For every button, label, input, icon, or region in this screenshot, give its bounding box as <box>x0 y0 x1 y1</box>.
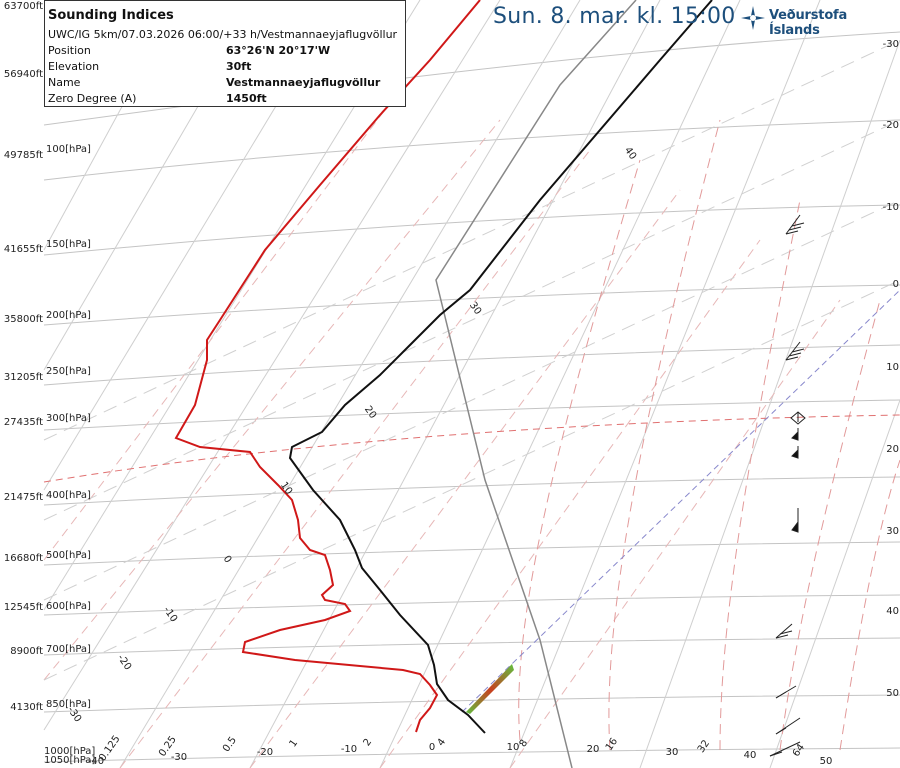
altitude-tick-label: 27435ft <box>4 417 43 428</box>
info-label-position: Position <box>48 44 91 57</box>
right-axis-tick-label: -20 <box>883 120 899 131</box>
info-label-name: Name <box>48 76 81 89</box>
wind-barb <box>791 508 799 533</box>
mixing-ratio-label: 32 <box>696 738 712 755</box>
right-axis-tick-label: 40 <box>886 606 899 617</box>
vedurstofa-logo-icon <box>741 6 765 30</box>
pressure-tick-label: 600[hPa] <box>46 601 91 612</box>
right-axis-tick-label: 50 <box>886 688 899 699</box>
info-value-position: 63°26'N 20°17'W <box>226 44 331 57</box>
pressure-tick-label: 1050[hPa] <box>44 755 95 766</box>
zero-degree-line <box>43 414 900 483</box>
mixing-ratio-label: 2 <box>362 737 375 749</box>
pressure-tick-label: 250[hPa] <box>46 366 91 377</box>
isotherm-label: 10 <box>278 480 294 497</box>
wind-barb <box>790 411 806 425</box>
mixing-ratio-label: 0.125 <box>97 734 122 764</box>
pressure-tick-label: 500[hPa] <box>46 550 91 561</box>
right-axis-tick-label: 30 <box>886 526 899 537</box>
pressure-tick-label: 850[hPa] <box>46 699 91 710</box>
altitude-tick-label: 63700ft <box>4 1 43 12</box>
wind-barb <box>791 446 799 459</box>
temperature-axis-label: -20 <box>257 747 273 758</box>
pressure-tick-label: 700[hPa] <box>46 644 91 655</box>
info-value-name: Vestmannaeyjaflugvöllur <box>226 76 381 89</box>
parcel-highlight <box>466 664 514 714</box>
wind-barbs <box>769 214 806 757</box>
wind-barb <box>785 341 805 361</box>
temperature-axis-label: 20 <box>587 744 600 755</box>
mixing-ratio-label: 8 <box>518 738 531 750</box>
wind-barb <box>791 428 799 441</box>
altitude-tick-label: 21475ft <box>4 492 43 503</box>
wind-barb <box>775 685 797 699</box>
altitude-tick-label: 12545ft <box>4 602 43 613</box>
wind-barb <box>785 214 805 235</box>
pressure-tick-label: 100[hPa] <box>46 144 91 155</box>
moist-adiabat-line <box>435 0 637 768</box>
mixing-ratio-line <box>461 289 900 713</box>
altitude-tick-label: 31205ft <box>4 372 43 383</box>
right-axis-tick-label: -10 <box>883 202 899 213</box>
isotherm-label: -10 <box>161 605 179 625</box>
temperature-axis-label: 40 <box>744 750 757 761</box>
sounding-indices-box: Sounding Indices UWC/IG 5km/07.03.2026 0… <box>44 0 406 107</box>
altitude-tick-label: 16680ft <box>4 553 43 564</box>
temperature-axis-label: 0 <box>429 742 435 753</box>
temperature-axis-label: -40 <box>88 756 104 767</box>
altitude-tick-label: 56940ft <box>4 69 43 80</box>
temperature-axis-label: 50 <box>820 756 833 767</box>
altitude-tick-label: 4130ft <box>10 702 43 713</box>
wind-barb <box>775 623 793 639</box>
mixing-ratio-label: 0.5 <box>221 735 239 754</box>
temperature-profile-line <box>174 0 481 733</box>
info-value-zero-degree: 1450ft <box>226 92 267 105</box>
isotherm-label: 20 <box>362 404 378 421</box>
info-box-subtitle: UWC/IG 5km/07.03.2026 06:00/+33 h/Vestma… <box>48 28 398 41</box>
altitude-tick-label: 8900ft <box>10 646 43 657</box>
temperature-axis-label: 30 <box>666 747 679 758</box>
background-grid <box>43 0 900 768</box>
pressure-tick-label: 200[hPa] <box>46 310 91 321</box>
wind-barb <box>769 741 801 757</box>
temperature-axis-label: -10 <box>341 744 357 755</box>
info-value-elevation: 30ft <box>226 60 252 73</box>
right-axis-tick-label: 10 <box>886 362 899 373</box>
mixing-ratio-label: 4 <box>436 737 449 749</box>
brand-name: Veðurstofa Íslands <box>769 8 848 38</box>
isotherm-label: -20 <box>115 653 133 673</box>
altitude-tick-label: 35800ft <box>4 314 43 325</box>
wind-barb <box>775 717 801 735</box>
info-label-zero-degree: Zero Degree (A) <box>48 92 137 105</box>
right-axis-tick-label: 20 <box>886 444 899 455</box>
pressure-tick-label: 150[hPa] <box>46 239 91 250</box>
altitude-tick-label: 41655ft <box>4 244 43 255</box>
isotherm-label: 40 <box>622 145 638 162</box>
right-axis-tick-label: -30 <box>883 39 899 50</box>
right-axis-tick-label: 0 <box>893 279 899 290</box>
altitude-tick-label: 49785ft <box>4 150 43 161</box>
info-label-elevation: Elevation <box>48 60 100 73</box>
pressure-tick-label: 1000[hPa] <box>44 746 95 757</box>
dewpoint-profile-line <box>288 0 713 734</box>
info-box-title: Sounding Indices <box>48 8 174 23</box>
temperature-axis-label: 10 <box>507 742 520 753</box>
isotherm-label: 0 <box>221 554 234 566</box>
isotherm-label: 30 <box>467 300 483 317</box>
pressure-tick-label: 400[hPa] <box>46 490 91 501</box>
pressure-tick-label: 300[hPa] <box>46 413 91 424</box>
mixing-ratio-label: 1 <box>288 738 301 750</box>
temperature-axis-label: -30 <box>171 752 187 763</box>
page-title: Sun. 8. mar. kl. 15:00 <box>493 4 736 29</box>
